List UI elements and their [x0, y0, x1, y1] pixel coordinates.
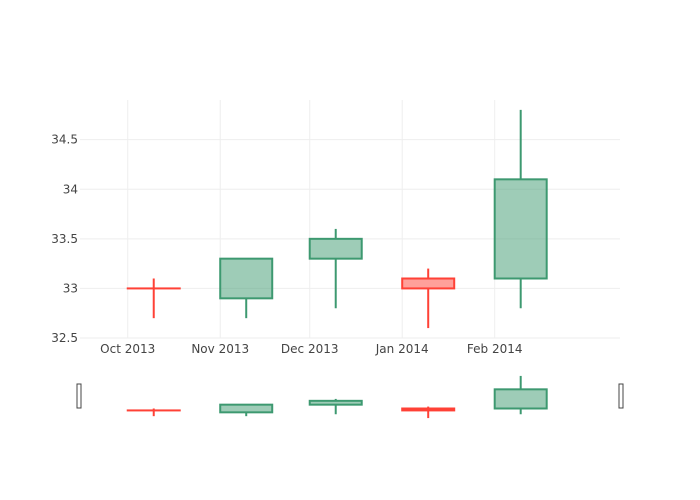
slider-candle-body [308, 399, 363, 406]
y-tick-label: 33.5 [51, 232, 78, 246]
slider-candle [401, 406, 456, 419]
slider-candle-body [401, 407, 456, 412]
slider-candle [493, 375, 548, 415]
range-slider-right-handle[interactable] [618, 383, 624, 409]
candle-body [401, 277, 456, 290]
candle-body [308, 237, 363, 260]
candle [308, 228, 363, 309]
y-axis: 32.5 33 33.5 34 34.5 [51, 133, 78, 345]
candle-body [219, 257, 274, 300]
candle [401, 268, 456, 329]
candle [219, 257, 274, 319]
x-tick-label: Dec 2013 [281, 342, 339, 356]
slider-candle [308, 398, 363, 415]
candle-body [493, 178, 548, 280]
candle [126, 278, 181, 319]
range-slider[interactable] [76, 375, 624, 419]
x-tick-label: Jan 2014 [375, 342, 429, 356]
slider-candle [219, 403, 274, 417]
y-tick-label: 34 [63, 182, 78, 196]
y-tick-label: 34.5 [51, 133, 78, 147]
x-tick-label: Oct 2013 [100, 342, 155, 356]
y-tick-label: 33 [63, 281, 78, 295]
range-slider-left-handle[interactable] [76, 383, 82, 409]
slider-candle-body [493, 388, 548, 410]
y-tick-label: 32.5 [51, 331, 78, 345]
x-tick-label: Nov 2013 [191, 342, 249, 356]
candle [493, 109, 548, 309]
candles [126, 109, 548, 329]
slider-candle [126, 408, 181, 417]
x-tick-label: Feb 2014 [467, 342, 523, 356]
x-axis: Oct 2013 Nov 2013 Dec 2013 Jan 2014 Feb 2014 [100, 342, 522, 356]
slider-candle-body [219, 403, 274, 414]
